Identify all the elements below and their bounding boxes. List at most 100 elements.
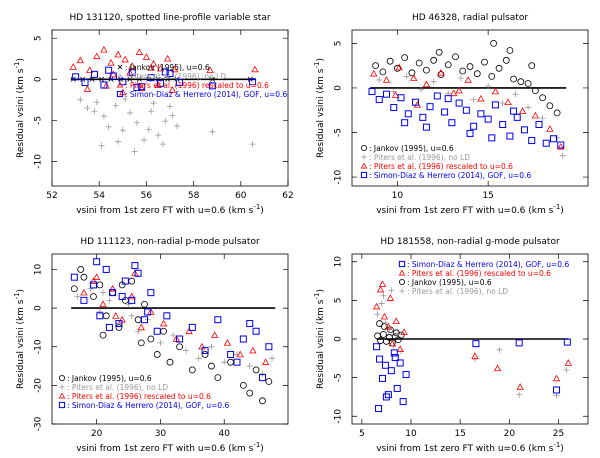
data-point-triangle [171,65,179,73]
data-point-plus [269,355,276,362]
data-point-triangle [382,76,391,83]
data-point-circle [128,277,136,285]
data-point-circle [490,39,498,47]
data-point-plus [374,311,381,318]
y-tick-label: 5 [334,41,344,47]
legend-label: : Piters et al. (1996) rescaled to u=0.6 [407,269,551,278]
data-point-circle [372,62,380,70]
data-point-square [233,358,241,366]
y-axis-label: Residual vsini (km s-1) [313,58,326,158]
data-point-circle [517,78,525,86]
data-point-plus [471,356,478,363]
data-point-square [140,316,148,324]
series-plus [374,287,570,399]
y-tick-label: 0 [334,336,344,342]
legend-marker-x [117,64,123,70]
data-point-square [96,312,104,320]
data-point-triangle [154,81,162,88]
data-point-triangle [251,65,259,73]
data-point-circle [401,54,409,62]
data-point-triangle [102,82,110,89]
x-tick-label: 15 [454,429,465,439]
data-point-circle [259,397,266,405]
data-point-circle [137,339,145,347]
data-point-circle [141,300,148,308]
data-point-square [109,289,117,297]
data-point-plus [539,115,546,122]
data-point-circle [495,64,503,72]
series-triangle [372,280,573,390]
legend-label: : Piters et al. (1996), no LD [125,72,226,81]
data-point-plus [390,88,397,95]
data-point-triangle [112,311,120,319]
legend-marker-plus [117,73,123,79]
data-point-circle [386,57,394,65]
data-point-triangle [493,364,502,372]
legend-label: : Piters et al. (1996) rescaled to u=0.6 [67,392,211,401]
data-point-plus [106,297,113,304]
data-point-triangle [422,80,431,88]
data-point-circle [473,70,481,78]
data-point-plus [499,100,506,107]
data-point-triangle [159,319,168,327]
data-point-plus [155,132,162,139]
data-point-square [105,323,113,331]
data-point-triangle [128,292,136,300]
y-tick-label: -10 [334,169,344,184]
data-point-square [161,68,169,76]
plot-frame [351,29,589,187]
data-point-circle [415,59,423,67]
data-point-circle [246,389,254,397]
y-tick-label: -10 [34,339,44,354]
legend-label: : Piters et al. (1996), no LD [407,287,508,296]
data-point-square [387,367,395,375]
data-point-plus [195,355,202,362]
data-point-plus [131,148,138,155]
data-point-plus [162,118,169,125]
data-point-plus [209,128,216,135]
data-point-plus [148,108,155,115]
data-point-circle [435,48,443,56]
data-point-circle [379,68,387,76]
legend-label: : Piters et al. (1996) rescaled to u=0.6 [125,81,269,90]
legend-label: : Jankov (1995), u=0.6 [67,374,152,383]
data-point-triangle [168,86,177,93]
data-point-circle [252,366,260,374]
data-point-circle [166,358,174,366]
data-point-triangle [142,53,151,60]
series-square [368,88,565,149]
legend-label: : Simon-Diaz & Herrero (2014), GOF, u=0.… [125,90,287,99]
legend-label: : Piters et al. (1996) rescaled to u=0.6 [369,162,513,171]
data-point-square [472,340,480,348]
data-point-circle [147,335,155,343]
data-point-square [535,120,543,128]
data-point-triangle [516,383,524,390]
data-point-circle [392,329,400,337]
data-point-square [157,79,165,87]
x-tick-label: 58 [188,191,200,201]
legend-marker-circle [360,144,367,151]
series-triangle [370,63,565,150]
legend-label: : Simon-Diaz & Herrero (2014), GOF, u=0.… [369,171,531,180]
data-point-square [102,265,110,273]
data-point-x [117,76,123,82]
data-point-triangle [491,87,500,95]
data-point-square [378,374,386,382]
data-point-plus [115,138,122,145]
data-point-square [81,79,89,87]
data-point-triangle [99,300,107,308]
data-point-circle [134,316,142,324]
series-circle [374,320,405,347]
data-point-square [506,132,514,140]
data-point-square [520,126,528,134]
x-tick-label: 60 [235,191,247,201]
data-point-square [188,323,196,331]
data-point-square [375,96,383,104]
data-point-square [382,393,390,401]
data-point-square [176,335,184,343]
data-point-square [553,386,561,394]
series-plus [376,73,566,159]
data-point-circle [208,362,215,370]
data-point-square [133,83,141,91]
data-point-circle [77,266,85,273]
